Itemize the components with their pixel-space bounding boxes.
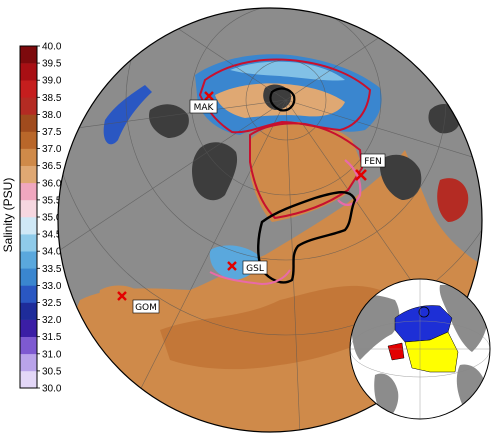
colorbar-tick-label: 34.0 — [42, 247, 62, 258]
colorbar-swatch — [20, 46, 37, 64]
colorbar-tick-label: 31.5 — [42, 332, 62, 343]
red-outline-arctic — [198, 58, 372, 134]
colorbar-tick-label: 35.5 — [42, 195, 62, 206]
colorbar-swatch — [20, 182, 37, 201]
colorbar-tick-label: 37.0 — [42, 144, 62, 155]
colorbar-swatch — [20, 131, 37, 149]
colorbar-swatch — [20, 63, 37, 81]
colorbar-tick-label: 31.0 — [42, 349, 62, 360]
pink-outline-labrador — [209, 269, 291, 286]
colorbar-tick-label: 36.5 — [42, 161, 62, 172]
pacific-fresh — [103, 85, 152, 145]
pink-outline-fram — [337, 159, 362, 206]
colorbar-tick-label: 40.0 — [42, 42, 62, 53]
colorbar-ticks: 40.0 39.5 39.0 38.5 38.0 37.5 37.0 36.5 36.0 35.5… — [37, 42, 62, 395]
inset-pole-ring — [418, 306, 430, 318]
colorbar-tick-label: 30.5 — [42, 366, 62, 377]
site-fen-label-box — [360, 153, 386, 168]
site-mak: MAK — [189, 91, 218, 114]
colorbar-swatch — [20, 251, 37, 269]
colorbar: 40.0 39.5 39.0 38.5 38.0 37.5 37.0 36.5 36.0 35.5… — [1, 42, 62, 395]
inset-region-red — [387, 342, 405, 361]
eurasia-ice — [379, 154, 422, 200]
site-gsl-marker-icon — [227, 261, 237, 271]
colorbar-tick-label: 36.0 — [42, 178, 62, 189]
colorbar-swatch — [20, 217, 37, 235]
colorbar-swatch — [20, 268, 37, 286]
colorbar-tick-label: 37.5 — [42, 127, 62, 138]
colorbar-swatch — [20, 302, 37, 320]
colorbar-tick-label: 34.5 — [42, 230, 62, 241]
site-mak-marker-icon — [204, 91, 214, 101]
colorbar-tick-label: 30.0 — [42, 384, 62, 395]
arctic-fresh-light — [230, 61, 345, 81]
colorbar-swatch — [20, 97, 37, 115]
colorbar-swatch — [20, 285, 37, 303]
site-gom-marker-icon — [117, 291, 127, 301]
red-outline-nordic — [249, 122, 364, 220]
colorbar-tick-label: 32.0 — [42, 315, 62, 326]
black-outline-arctic-core — [269, 87, 296, 112]
site-gom: GOM — [117, 291, 160, 314]
site-gsl: GSL — [227, 260, 268, 275]
site-mak-label-box — [189, 99, 218, 114]
colorbar-tick-label: 38.5 — [42, 93, 62, 104]
colorbar-swatch — [20, 319, 37, 337]
colorbar-tick-label: 35.0 — [42, 213, 62, 224]
colorbar-tick-label: 39.0 — [42, 76, 62, 87]
site-mak-label: MAK — [194, 103, 215, 113]
colorbar-tick-label: 33.5 — [42, 264, 62, 275]
colorbar-tick-label: 38.0 — [42, 110, 62, 121]
site-gom-label: GOM — [135, 303, 157, 313]
inset-region-yellow — [404, 331, 459, 373]
site-fen-label: FEN — [364, 157, 382, 167]
nordic-seas — [250, 120, 362, 222]
colorbar-swatches — [20, 46, 37, 389]
colorbar-swatch — [20, 80, 37, 98]
site-fen-marker-icon — [355, 169, 367, 181]
colorbar-swatch — [20, 353, 37, 372]
site-gom-label-box — [132, 299, 160, 314]
colorbar-tick-label: 32.5 — [42, 298, 62, 309]
colorbar-tick-label: 39.5 — [42, 59, 62, 70]
colorbar-swatch — [20, 199, 37, 218]
colorbar-swatch — [20, 114, 37, 132]
colorbar-swatch — [20, 370, 37, 389]
colorbar-swatch — [20, 336, 37, 355]
inset-graticule — [350, 279, 490, 419]
baltic-salty — [437, 178, 469, 222]
colorbar-title: Salinity (PSU) — [1, 178, 15, 253]
inset-globe — [349, 278, 491, 420]
colorbar-swatch — [20, 165, 37, 184]
site-gsl-label-box — [242, 260, 268, 275]
globe-edge — [57, 7, 483, 433]
greenland-ice — [192, 142, 238, 201]
colorbar-swatch — [20, 234, 37, 252]
site-fen: FEN — [355, 153, 386, 181]
colorbar-swatch — [20, 148, 37, 166]
site-markers: MAK FEN GSL GOM — [117, 91, 386, 314]
canada-ice — [149, 104, 189, 138]
atlantic-ocean-shading — [160, 285, 395, 370]
inset-globe-edge — [349, 278, 491, 420]
colorbar-tick-label: 33.0 — [42, 281, 62, 292]
site-gsl-label: GSL — [246, 264, 264, 274]
